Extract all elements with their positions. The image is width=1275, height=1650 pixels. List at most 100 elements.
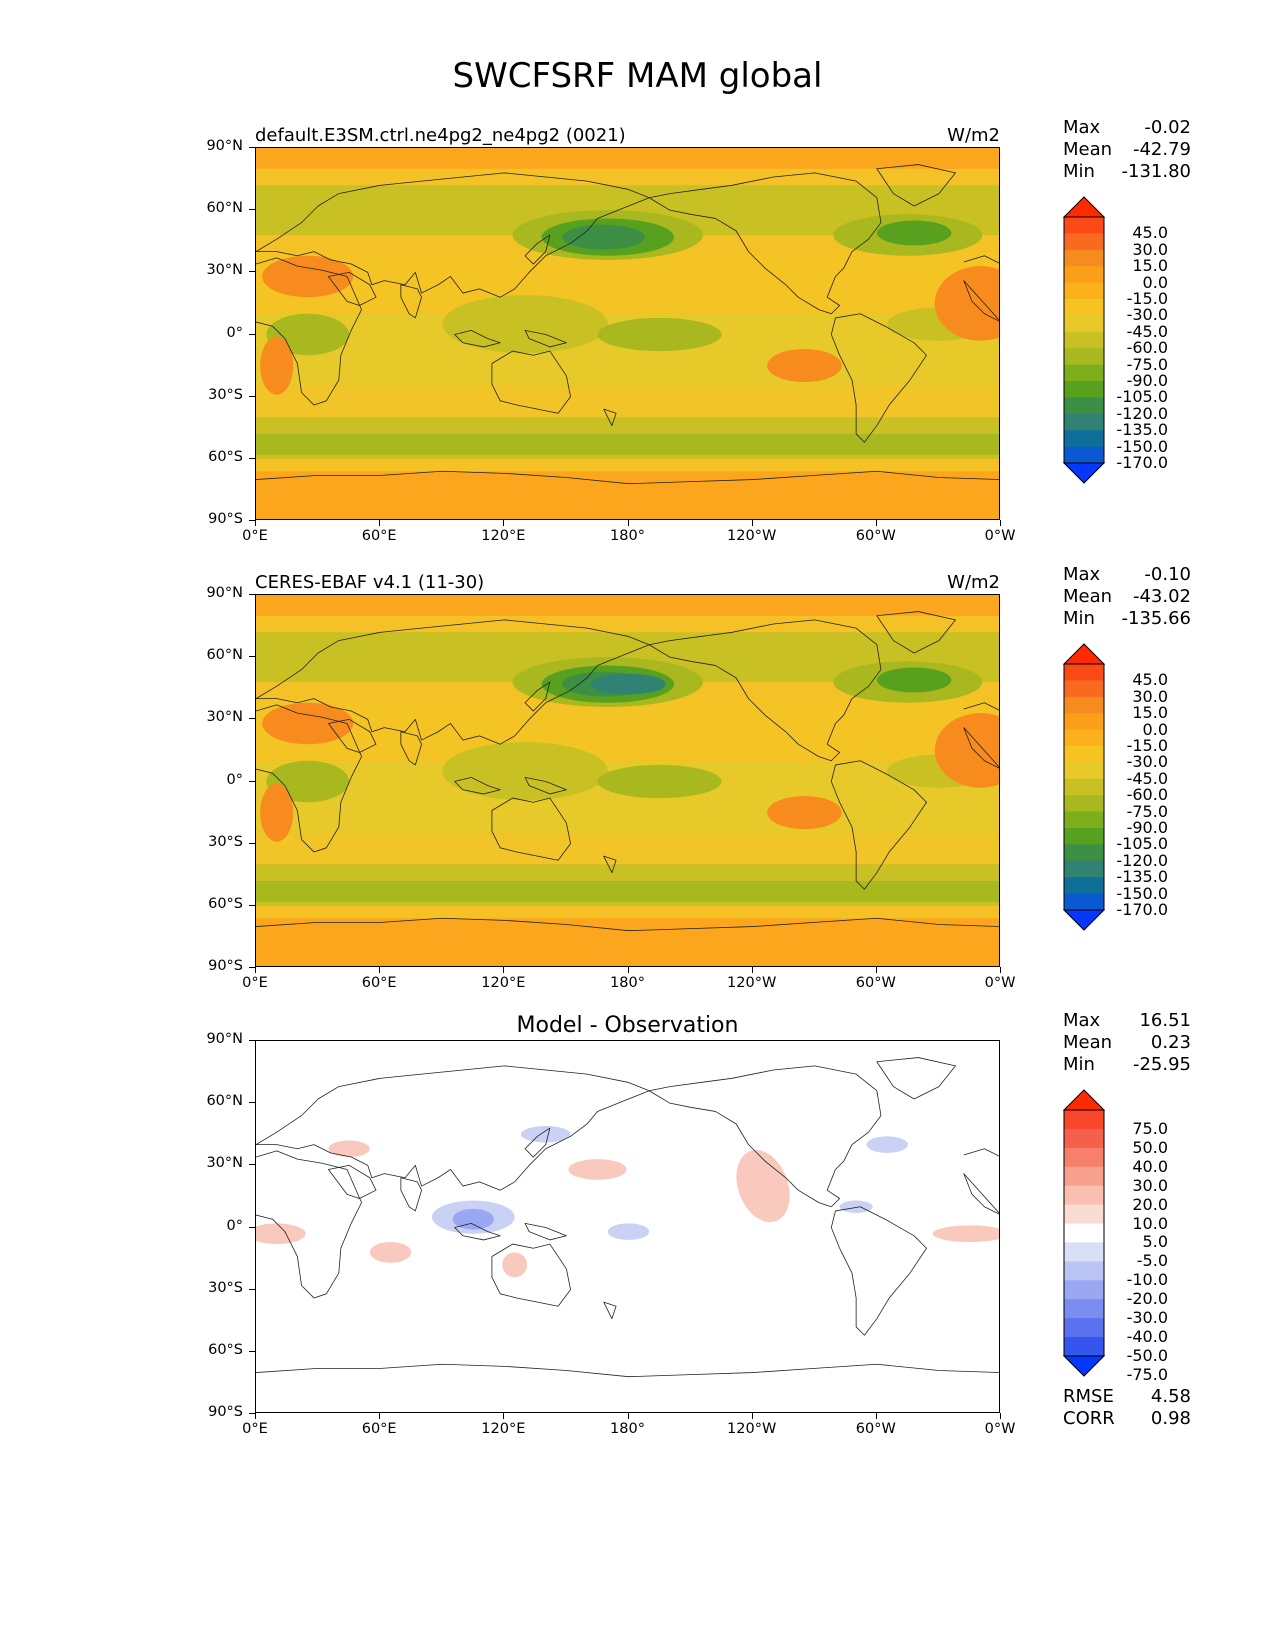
lon-tick-label: 60°W	[855, 1421, 896, 1437]
colorbar-extend-top	[1062, 643, 1106, 665]
colorbar-tick-label: -120.0	[1116, 403, 1168, 423]
colorbar-tick-label: -60.0	[1126, 338, 1168, 358]
lon-tick-mark	[255, 520, 256, 526]
colorbar-tick-label: 5.0	[1142, 1232, 1168, 1252]
pacific-itcz	[597, 764, 722, 799]
colorbar-segment	[1064, 713, 1104, 731]
colorbar-tick-label: 20.0	[1132, 1194, 1168, 1214]
lon-tick-mark	[379, 967, 381, 973]
colorbar-tick-label: 50.0	[1132, 1137, 1168, 1157]
lon-tick-mark	[255, 1413, 256, 1419]
band-subtropic-yellow	[256, 251, 999, 314]
colorbar-tick-label: -170.0	[1116, 453, 1168, 472]
lon-tick-mark	[627, 520, 629, 526]
stat-label: Max	[1063, 564, 1101, 585]
lat-tick-label: 30°S	[208, 386, 243, 403]
coastline-10	[877, 165, 956, 206]
sahara-clear	[262, 255, 354, 298]
lat-tick-label: 0°	[226, 771, 243, 788]
coastlines	[256, 612, 1000, 931]
coastline-8	[604, 409, 616, 426]
diff-neg-caribbean	[839, 1200, 873, 1213]
coastline-0	[256, 703, 1000, 852]
lat-tick-mark	[249, 1350, 255, 1352]
lon-tick-mark	[503, 1413, 505, 1419]
coastline-12	[256, 471, 1000, 483]
colorbar-segment	[1064, 381, 1104, 398]
colorbar-segment	[1064, 1318, 1104, 1338]
lat-tick-mark	[249, 1102, 255, 1104]
colorbar-segment	[1064, 680, 1104, 698]
lat-tick-label: 90°N	[206, 585, 243, 601]
lon-tick-label: 120°W	[727, 975, 777, 991]
lon-tick-mark	[751, 520, 753, 526]
coastline-4	[455, 330, 501, 347]
colorbar-tick-label: -135.0	[1116, 420, 1168, 440]
coastline-2	[328, 1165, 376, 1198]
coastline-5	[525, 777, 566, 794]
colorbar-segment	[1064, 1204, 1104, 1225]
sahara-clear	[262, 702, 354, 745]
coastline-0	[256, 1149, 1000, 1298]
lon-tick-mark	[1000, 1413, 1001, 1419]
diff-pos-australia	[502, 1252, 528, 1278]
coastline-0	[256, 256, 1000, 405]
colorbar-segment	[1064, 729, 1104, 747]
lat-tick-label: 60°N	[206, 647, 243, 664]
colorbar-segment	[1064, 266, 1104, 284]
colorbar-segment	[1064, 413, 1104, 431]
colorbar-frame	[1063, 216, 1105, 464]
colorbar-frame	[1063, 1109, 1105, 1357]
lat-tick-label: 0°	[226, 324, 243, 341]
map-model	[255, 147, 1000, 520]
panel-stats: Max -0.10 Mean -43.02 Min -135.66	[1063, 564, 1191, 630]
atlantic-clear	[934, 266, 999, 341]
coastlines	[256, 1058, 1000, 1377]
atlantic-track-green	[876, 220, 952, 246]
lat-tick-label: 90°S	[208, 958, 243, 974]
stat-row-min: Min -135.66	[1063, 608, 1191, 630]
colorbar-extend-top	[1062, 1089, 1106, 1111]
lon-tick-label: 120°W	[727, 528, 777, 544]
stat-row-min: Min -131.80	[1063, 161, 1191, 183]
colorbar-tick-label: -75.0	[1126, 801, 1168, 821]
colorbar-segment	[1064, 1166, 1104, 1187]
lat-tick-label: 60°S	[208, 895, 243, 912]
lat-tick-label: 60°N	[206, 200, 243, 217]
colorbar-segment	[1064, 1185, 1104, 1206]
stat-row-max: Max 16.51	[1063, 1010, 1191, 1032]
lon-tick-mark	[875, 520, 877, 526]
colorbar-segment	[1064, 1223, 1104, 1243]
lat-tick-mark	[249, 594, 255, 595]
lon-tick-label: 0°E	[242, 528, 268, 544]
colorbar-segment	[1064, 331, 1104, 349]
lat-tick-label: 60°N	[206, 1093, 243, 1110]
lat-tick-label: 60°S	[208, 448, 243, 465]
lon-tick-mark	[627, 1413, 629, 1419]
colorbar-tick-label: -50.0	[1126, 1346, 1168, 1365]
lon-tick-label: 0°W	[984, 528, 1016, 544]
stat-row-max: Max -0.10	[1063, 564, 1191, 586]
stat-value: -43.02	[1132, 586, 1191, 607]
colorbar-segment	[1064, 696, 1104, 714]
colorbar-segment	[1064, 664, 1104, 681]
lon-tick-label: 120°W	[727, 1421, 777, 1437]
lat-tick-mark	[249, 718, 255, 720]
colorbar-segment	[1064, 1128, 1104, 1149]
coastline-7	[492, 798, 571, 860]
colorbar-segment	[1064, 1299, 1104, 1319]
coastline-1	[256, 1066, 649, 1190]
colorbar-tick-label: -150.0	[1116, 436, 1168, 456]
stat-value: -0.02	[1144, 117, 1191, 138]
figure-title: SWCFSRF MAM global	[452, 56, 823, 96]
colorbar-segment	[1064, 249, 1104, 267]
colorbar-tick-label: 30.0	[1132, 686, 1168, 706]
lat-tick-label: 30°N	[206, 1155, 243, 1172]
band-subtropic-yellow	[256, 698, 999, 761]
colorbar-tick-label: -15.0	[1126, 736, 1168, 755]
lon-tick-mark	[503, 967, 505, 973]
arctic-fill	[256, 595, 999, 612]
colorbar-segment	[1064, 233, 1104, 251]
diff-pos-africa	[256, 1223, 306, 1245]
coastline-11	[831, 1207, 926, 1335]
